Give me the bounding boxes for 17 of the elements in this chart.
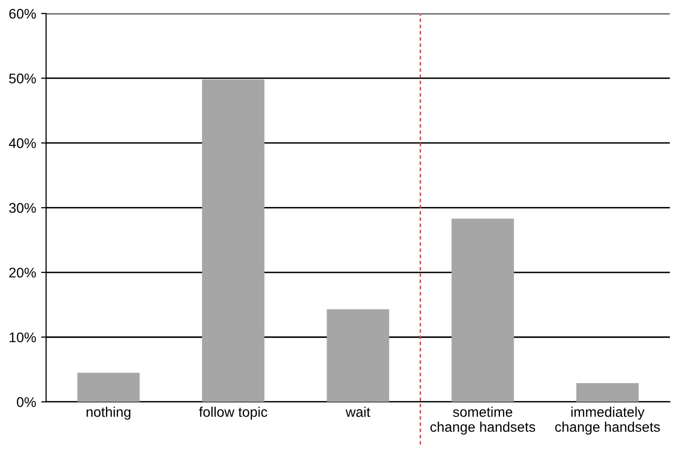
y-tick-label: 40% <box>8 138 36 148</box>
bar <box>77 372 140 402</box>
y-tick-label: 60% <box>9 8 36 19</box>
bar <box>326 309 390 402</box>
y-tick-label: 20% <box>9 268 36 278</box>
x-tick-label: follow topic <box>199 406 268 420</box>
y-tick-label: 10% <box>10 332 36 342</box>
y-tick-label: 0% <box>16 397 36 408</box>
bar <box>202 80 264 402</box>
bar <box>452 218 514 402</box>
x-tick-label: immediately change handsets <box>555 406 660 435</box>
x-tick-label: wait <box>346 406 370 417</box>
x-tick-label: sometime change handsets <box>430 406 536 435</box>
y-tick-label: 50% <box>9 74 36 84</box>
y-tick-label: 30% <box>9 203 36 213</box>
x-tick-label: nothing <box>86 406 130 420</box>
bar <box>576 383 639 402</box>
